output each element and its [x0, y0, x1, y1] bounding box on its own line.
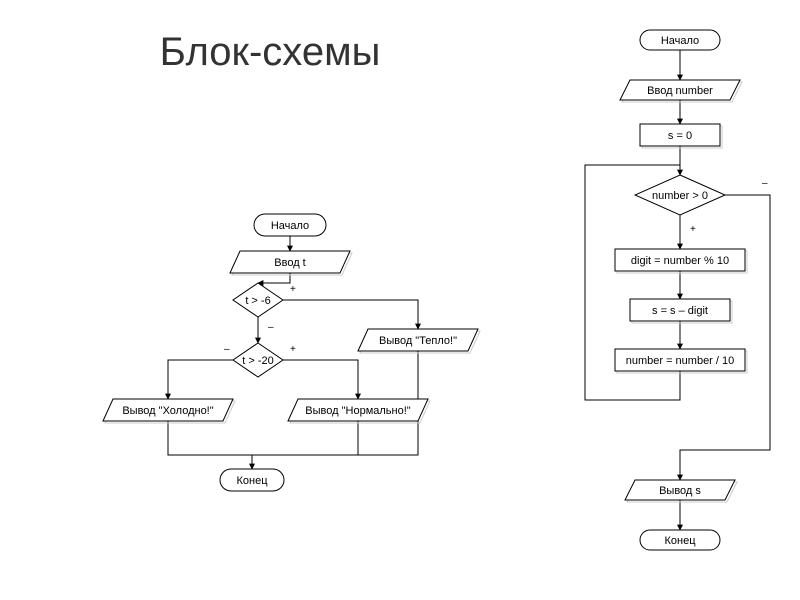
terminator-label-R_end: Конец: [664, 535, 696, 547]
edge: [283, 360, 358, 399]
io-label-L_out_cold: Вывод "Холодно!": [122, 405, 213, 417]
terminator-label-L_start: Начало: [271, 220, 309, 232]
process-label-R_p1: digit = number % 10: [631, 255, 729, 267]
terminator-label-R_start: Начало: [661, 35, 699, 47]
edge-label: –: [762, 178, 768, 189]
decision-label-L_d1: t > -6: [245, 295, 270, 307]
edge: [680, 195, 770, 480]
io-label-R_out: Вывод s: [659, 485, 701, 497]
edge-label: +: [690, 224, 696, 235]
process-label-R_p3: number = number / 10: [626, 355, 735, 367]
edge: [168, 360, 233, 399]
process-label-R_p2: s = s – digit: [652, 305, 708, 317]
io-label-L_input: Ввод t: [274, 257, 305, 269]
edge-label: +: [290, 344, 296, 355]
decision-label-L_d2: t > -20: [242, 355, 274, 367]
process-label-R_init: s = 0: [668, 130, 692, 142]
edge-label: +: [290, 284, 296, 295]
edge: [252, 421, 358, 455]
decision-label-R_cond: number > 0: [652, 190, 708, 202]
edge-label: –: [224, 344, 230, 355]
edge: [283, 300, 418, 329]
io-label-R_input: Ввод number: [647, 85, 713, 97]
edge: [168, 421, 252, 469]
io-label-L_out_warm: Вывод "Тепло!": [379, 335, 457, 347]
flowchart-canvas: Начало Ввод t t > -6 t > -20 Вывод "Холодно!…: [0, 0, 800, 600]
io-label-L_out_norm: Вывод "Нормально!": [305, 405, 410, 417]
edge-label: –: [268, 322, 274, 333]
terminator-label-L_end: Конец: [236, 475, 268, 487]
